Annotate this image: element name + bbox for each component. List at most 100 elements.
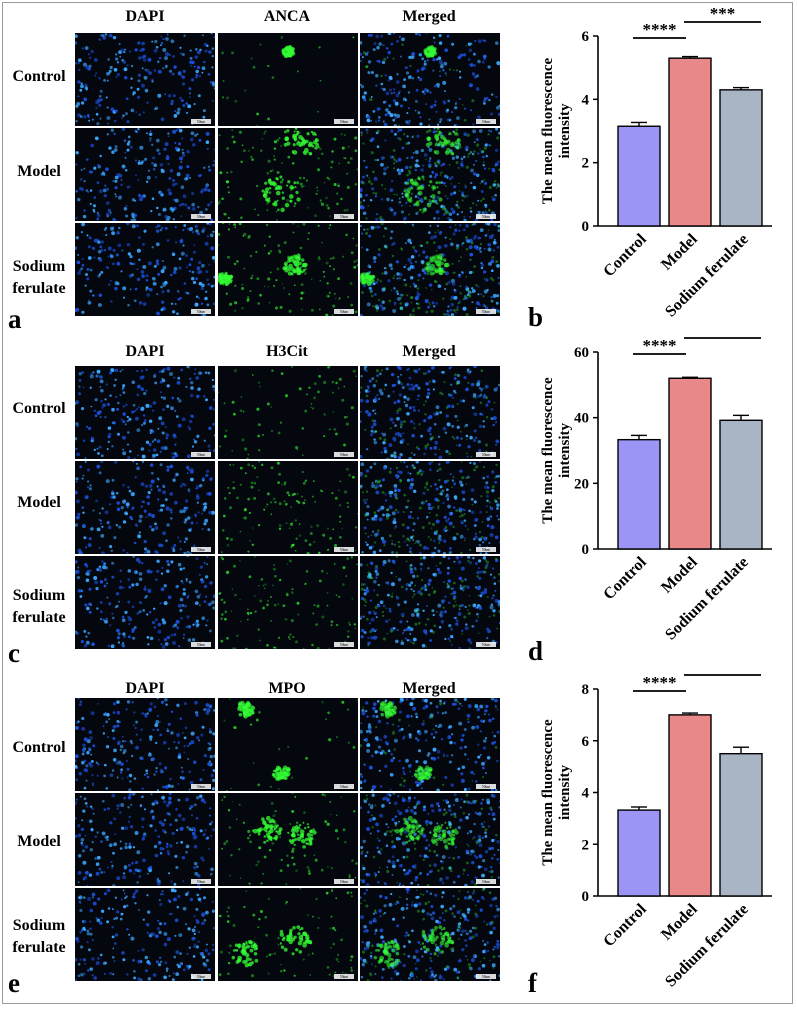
row-label-line: Control [4, 66, 74, 88]
x-tick-label: Model [658, 900, 701, 943]
y-axis-label: The mean fluorescenceintensity [540, 57, 573, 204]
column-header-merged: Merged [359, 343, 499, 361]
significance-label: **** [643, 20, 677, 39]
scale-bar-label: 50um [482, 975, 490, 979]
y-tick-label: 6 [582, 29, 590, 45]
scale-bar-label: 50um [340, 215, 348, 219]
panel-letter-c: c [8, 638, 20, 669]
column-header-anca: ANCA [217, 8, 357, 26]
column-header-h3cit: H3Cit [217, 343, 357, 361]
panel-letter-b: b [528, 302, 543, 333]
micrograph-merged-sodium-ferulate: 50um [360, 888, 500, 981]
micrograph-dapi-model: 50um [75, 793, 215, 886]
micrograph-anca-model: 50um [218, 128, 358, 221]
scale-bar-label: 50um [482, 453, 490, 457]
row-label-line: Sodium [4, 915, 74, 937]
scale-bar-label: 50um [197, 215, 205, 219]
micrograph-merged-model: 50um [360, 793, 500, 886]
scale-bar-label: 50um [482, 548, 490, 552]
micrograph-dapi-control: 50um [75, 698, 215, 791]
bar-sodium-ferulate [720, 754, 762, 896]
micrograph-merged-sodium-ferulate: 50um [360, 223, 500, 316]
column-header-dapi: DAPI [75, 680, 215, 698]
micrograph-dapi-model: 50um [75, 461, 215, 554]
y-tick-label: 2 [582, 837, 590, 853]
row-label-model: Model [4, 161, 74, 183]
micrograph-merged-control: 50um [360, 698, 500, 791]
micrograph-dapi-sodium-ferulate: 50um [75, 556, 215, 649]
scale-bar-label: 50um [197, 785, 205, 789]
scale-bar-label: 50um [340, 785, 348, 789]
column-header-mpo: MPO [217, 680, 357, 698]
scale-bar-label: 50um [197, 453, 205, 457]
scale-bar-label: 50um [482, 785, 490, 789]
micrograph-dapi-control: 50um [75, 366, 215, 459]
column-header-dapi: DAPI [75, 8, 215, 26]
scale-bar-label: 50um [340, 880, 348, 884]
column-header-dapi: DAPI [75, 343, 215, 361]
column-header-merged: Merged [359, 8, 499, 26]
x-tick-label: Control [600, 230, 650, 280]
scale-bar-label: 50um [197, 643, 205, 647]
micrograph-anca-sodium-ferulate: 50um [218, 223, 358, 316]
micrograph-dapi-control: 50um [75, 33, 215, 126]
scale-bar-label: 50um [197, 120, 205, 124]
row-label-line: Model [4, 831, 74, 853]
bar-model [669, 58, 711, 226]
y-axis-label: The mean fluorescenceintensity [540, 719, 573, 866]
micrograph-dapi-model: 50um [75, 128, 215, 221]
micrograph-h3cit-control: 50um [218, 366, 358, 459]
bar-control [618, 126, 660, 226]
micrograph-mpo-control: 50um [218, 698, 358, 791]
panel-letter-d: d [528, 636, 543, 667]
scale-bar-label: 50um [340, 453, 348, 457]
row-label-line: Model [4, 161, 74, 183]
panel-letter-a: a [8, 304, 22, 335]
scale-bar-label: 50um [482, 643, 490, 647]
y-tick-label: 0 [582, 219, 590, 235]
y-tick-label: 8 [582, 682, 590, 698]
micrograph-mpo-model: 50um [218, 793, 358, 886]
y-tick-label: 0 [582, 542, 590, 558]
scale-bar-label: 50um [340, 310, 348, 314]
scale-bar-label: 50um [340, 548, 348, 552]
micrograph-h3cit-sodium-ferulate: 50um [218, 556, 358, 649]
row-label-line: Control [4, 398, 74, 420]
micrograph-merged-control: 50um [360, 33, 500, 126]
scale-bar-label: 50um [482, 880, 490, 884]
scale-bar-label: 50um [482, 215, 490, 219]
scale-bar-label: 50um [340, 120, 348, 124]
scale-bar-label: 50um [482, 310, 490, 314]
micrograph-dapi-sodium-ferulate: 50um [75, 223, 215, 316]
row-label-control: Control [4, 737, 74, 759]
scale-bar-label: 50um [482, 120, 490, 124]
row-label-line: ferulate [4, 607, 74, 629]
significance-label: **** [643, 673, 677, 692]
panel-letter-f: f [528, 968, 537, 999]
row-label-control: Control [4, 66, 74, 88]
micrograph-merged-control: 50um [360, 366, 500, 459]
x-tick-label: Model [658, 230, 701, 273]
scale-bar-label: 50um [197, 548, 205, 552]
x-tick-label: Model [658, 553, 701, 596]
significance-label: *** [710, 672, 736, 676]
row-label-line: Sodium [4, 256, 74, 278]
x-tick-label: Control [600, 900, 650, 950]
bar-control [618, 440, 660, 549]
bar-sodium-ferulate [720, 420, 762, 549]
scale-bar-label: 50um [340, 643, 348, 647]
panel-letter-e: e [8, 968, 20, 999]
scale-bar-label: 50um [197, 880, 205, 884]
bar-model [669, 715, 711, 896]
row-label-model: Model [4, 492, 74, 514]
bar-model [669, 378, 711, 549]
micrograph-dapi-sodium-ferulate: 50um [75, 888, 215, 981]
significance-label: *** [710, 335, 736, 339]
